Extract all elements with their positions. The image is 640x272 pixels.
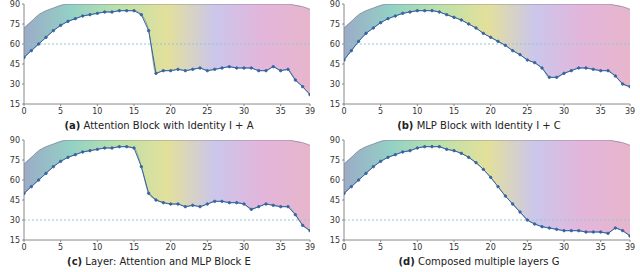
svg-text:25: 25 <box>522 107 532 116</box>
svg-text:15: 15 <box>449 107 459 116</box>
svg-text:90: 90 <box>10 0 20 9</box>
svg-text:35: 35 <box>596 243 606 252</box>
svg-text:10: 10 <box>412 107 422 116</box>
svg-text:15: 15 <box>129 243 139 252</box>
svg-text:39: 39 <box>625 243 632 252</box>
svg-text:45: 45 <box>330 196 340 205</box>
svg-text:30: 30 <box>559 107 569 116</box>
svg-text:30: 30 <box>239 107 249 116</box>
svg-text:75: 75 <box>330 156 340 165</box>
svg-text:5: 5 <box>378 243 383 252</box>
svg-text:90: 90 <box>10 136 20 145</box>
svg-text:20: 20 <box>166 107 176 116</box>
svg-text:45: 45 <box>330 60 340 69</box>
svg-text:0: 0 <box>21 107 26 116</box>
svg-text:10: 10 <box>412 243 422 252</box>
svg-text:39: 39 <box>625 107 632 116</box>
html-text:(a) Attention Block with Ident: (a) Attention Block with Identity I + A <box>64 120 254 131</box>
svg-text:60: 60 <box>10 176 20 185</box>
svg-text:30: 30 <box>239 243 249 252</box>
svg-text:15: 15 <box>10 100 20 109</box>
svg-text:90: 90 <box>330 0 340 9</box>
svg-text:39: 39 <box>305 243 315 252</box>
svg-text:30: 30 <box>559 243 569 252</box>
svg-text:15: 15 <box>449 243 459 252</box>
svg-text:25: 25 <box>202 243 212 252</box>
svg-text:15: 15 <box>129 107 139 116</box>
html-text:(d) Composed multiple layers G: (d) Composed multiple layers G <box>398 256 560 267</box>
svg-text:15: 15 <box>330 236 340 245</box>
svg-text:15: 15 <box>10 236 20 245</box>
svg-text:20: 20 <box>166 243 176 252</box>
html-text:(c) Layer: Attention and MLP B: (c) Layer: Attention and MLP Block E <box>67 256 251 267</box>
svg-text:5: 5 <box>58 107 63 116</box>
svg-text:15: 15 <box>330 100 340 109</box>
svg-text:35: 35 <box>276 243 286 252</box>
svg-text:35: 35 <box>276 107 286 116</box>
svg-text:0: 0 <box>21 243 26 252</box>
svg-text:10: 10 <box>92 243 102 252</box>
svg-text:45: 45 <box>10 60 20 69</box>
html-text:(b) MLP Block with Identity I: (b) MLP Block with Identity I + C <box>397 120 561 131</box>
svg-text:90: 90 <box>330 136 340 145</box>
svg-text:75: 75 <box>10 156 20 165</box>
svg-text:30: 30 <box>10 216 20 225</box>
svg-text:30: 30 <box>330 216 340 225</box>
svg-text:5: 5 <box>378 107 383 116</box>
svg-text:10: 10 <box>92 107 102 116</box>
svg-text:30: 30 <box>330 80 340 89</box>
svg-text:45: 45 <box>10 196 20 205</box>
svg-text:60: 60 <box>10 40 20 49</box>
svg-text:0: 0 <box>341 107 346 116</box>
svg-text:30: 30 <box>10 80 20 89</box>
svg-text:39: 39 <box>305 107 315 116</box>
svg-text:75: 75 <box>330 20 340 29</box>
svg-text:5: 5 <box>58 243 63 252</box>
svg-text:35: 35 <box>596 107 606 116</box>
svg-text:60: 60 <box>330 176 340 185</box>
svg-text:0: 0 <box>341 243 346 252</box>
svg-text:60: 60 <box>330 40 340 49</box>
svg-text:25: 25 <box>202 107 212 116</box>
svg-text:75: 75 <box>10 20 20 29</box>
svg-text:25: 25 <box>522 243 532 252</box>
svg-text:20: 20 <box>486 243 496 252</box>
svg-text:20: 20 <box>486 107 496 116</box>
